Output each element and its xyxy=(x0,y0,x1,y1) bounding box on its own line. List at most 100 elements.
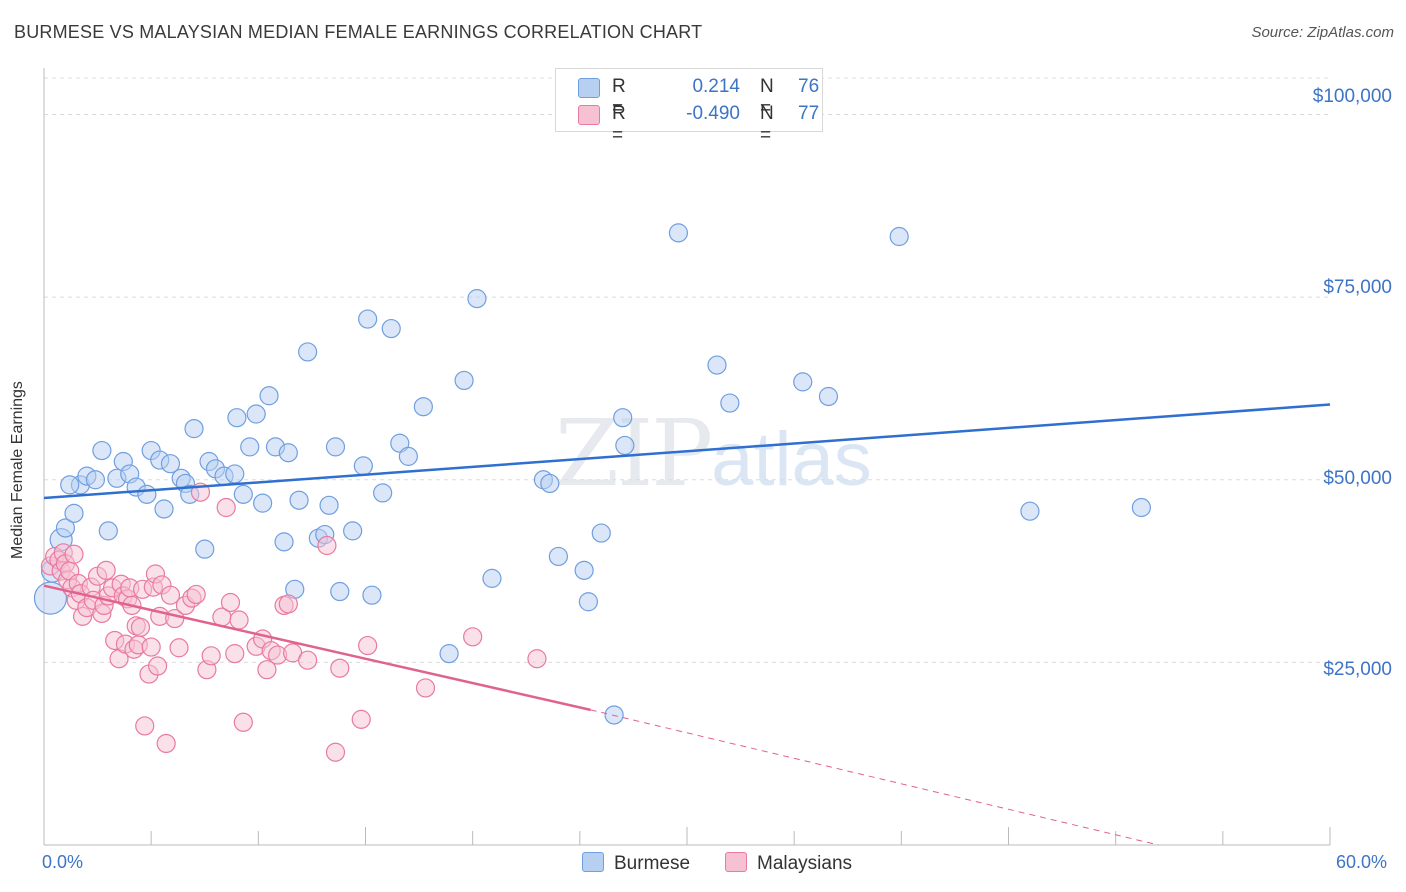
burmese-point xyxy=(413,397,433,417)
burmese-point xyxy=(362,585,382,605)
watermark-atlas: atlas xyxy=(711,417,872,502)
burmese-point xyxy=(793,372,813,392)
burmese-point xyxy=(319,495,339,515)
burmese-point xyxy=(548,546,569,567)
x-tick-label: 60.0% xyxy=(1336,852,1388,872)
burmese-point xyxy=(225,464,245,484)
malaysian-point xyxy=(141,637,161,657)
legend-label: Burmese xyxy=(614,853,691,874)
malaysian-point xyxy=(130,617,151,637)
y-tick-label: $75,000 xyxy=(1323,277,1392,298)
malaysian-point xyxy=(317,535,337,556)
burmese-point xyxy=(240,437,260,457)
burmese-point xyxy=(343,521,363,541)
y-tick-label: $50,000 xyxy=(1323,468,1392,489)
y-tick-label: $25,000 xyxy=(1323,659,1392,680)
malaysian-point xyxy=(358,635,378,656)
malaysian-point xyxy=(160,585,181,605)
burmese-point xyxy=(298,342,318,362)
malaysian-point xyxy=(96,560,116,580)
burmese-point xyxy=(439,644,459,664)
burmese-point xyxy=(85,470,106,490)
burmese-point xyxy=(154,499,174,519)
burmese-point xyxy=(467,289,487,309)
burmese-point xyxy=(55,518,76,538)
chart-title: BURMESE VS MALAYSIAN MEDIAN FEMALE EARNI… xyxy=(14,22,703,42)
r-label: R = xyxy=(612,76,626,119)
legend-item-burmese: Burmese xyxy=(582,852,690,875)
malaysian-point xyxy=(330,658,350,678)
burmese-swatch xyxy=(578,78,600,98)
malaysian-point xyxy=(135,716,155,736)
y-axis-label: Median Female Earnings xyxy=(9,381,26,559)
malaysian-point xyxy=(233,712,253,732)
r-value: -0.490 xyxy=(686,103,740,124)
burmese-point xyxy=(398,446,418,466)
burmese-point xyxy=(137,484,157,504)
n-label: N = xyxy=(760,76,774,119)
malaysian-point xyxy=(325,742,346,762)
burmese-point xyxy=(1020,501,1040,521)
burmese-point xyxy=(184,419,204,439)
x-tick-label: 0.0% xyxy=(42,852,84,872)
burmese-point xyxy=(259,386,279,406)
malaysians-swatch xyxy=(725,852,747,872)
source-label: Source: ZipAtlas.com xyxy=(1251,24,1394,41)
malaysian-point xyxy=(220,592,241,613)
burmese-point xyxy=(668,223,689,243)
n-value: 76 xyxy=(798,76,820,97)
malaysian-point xyxy=(201,646,221,666)
legend-label: Malaysians xyxy=(757,853,853,874)
burmese-point xyxy=(246,404,266,424)
burmese-point xyxy=(289,490,309,510)
malaysian-point xyxy=(415,678,436,698)
burmese-point xyxy=(278,443,298,463)
burmese-trend-line xyxy=(43,403,1331,500)
burmese-point xyxy=(381,318,401,339)
malaysian-point xyxy=(351,709,371,729)
burmese-point xyxy=(1131,497,1151,518)
burmese-point xyxy=(615,435,635,456)
burmese-point xyxy=(482,568,502,588)
malaysian-point xyxy=(216,497,236,518)
r-value: 0.214 xyxy=(692,76,740,97)
correlation-legend: R = 0.214 N = 76 R = -0.490 N = 77 xyxy=(555,68,823,146)
malaysian-point xyxy=(229,610,249,630)
malaysian-point xyxy=(64,544,84,564)
legend-item-malaysians: Malaysians xyxy=(725,852,852,875)
burmese-point xyxy=(373,483,393,503)
burmese-point xyxy=(574,560,594,580)
malaysians-swatch xyxy=(578,105,600,125)
malaysian-point xyxy=(225,644,245,664)
r-label: R = xyxy=(612,103,626,146)
burmese-point xyxy=(92,440,112,461)
burmese-point xyxy=(720,393,740,413)
burmese-point xyxy=(60,475,80,495)
burmese-swatch xyxy=(582,852,604,872)
malaysian-trend-line xyxy=(43,584,591,712)
burmese-point xyxy=(591,523,611,543)
burmese-point xyxy=(889,226,909,247)
malaysian-point xyxy=(463,627,483,647)
burmese-point xyxy=(98,521,118,541)
burmese-point xyxy=(818,386,839,407)
y-tick-label: $100,000 xyxy=(1312,86,1392,107)
burmese-point xyxy=(330,581,350,602)
burmese-point xyxy=(707,355,727,375)
burmese-point xyxy=(540,473,560,494)
malaysian-point xyxy=(147,656,168,676)
burmese-point xyxy=(227,408,247,428)
burmese-point xyxy=(353,456,373,476)
burmese-point xyxy=(160,454,181,474)
malaysian-point xyxy=(169,638,189,658)
malaysian-point xyxy=(186,584,206,605)
malaysian-point xyxy=(298,650,318,670)
burmese-point xyxy=(358,309,378,329)
burmese-point xyxy=(613,408,633,428)
malaysian-point xyxy=(527,649,547,669)
burmese-point xyxy=(64,503,84,523)
burmese-point xyxy=(274,532,294,552)
watermark-zip: ZIP xyxy=(555,400,713,507)
watermark: ZIPatlas xyxy=(555,400,872,507)
